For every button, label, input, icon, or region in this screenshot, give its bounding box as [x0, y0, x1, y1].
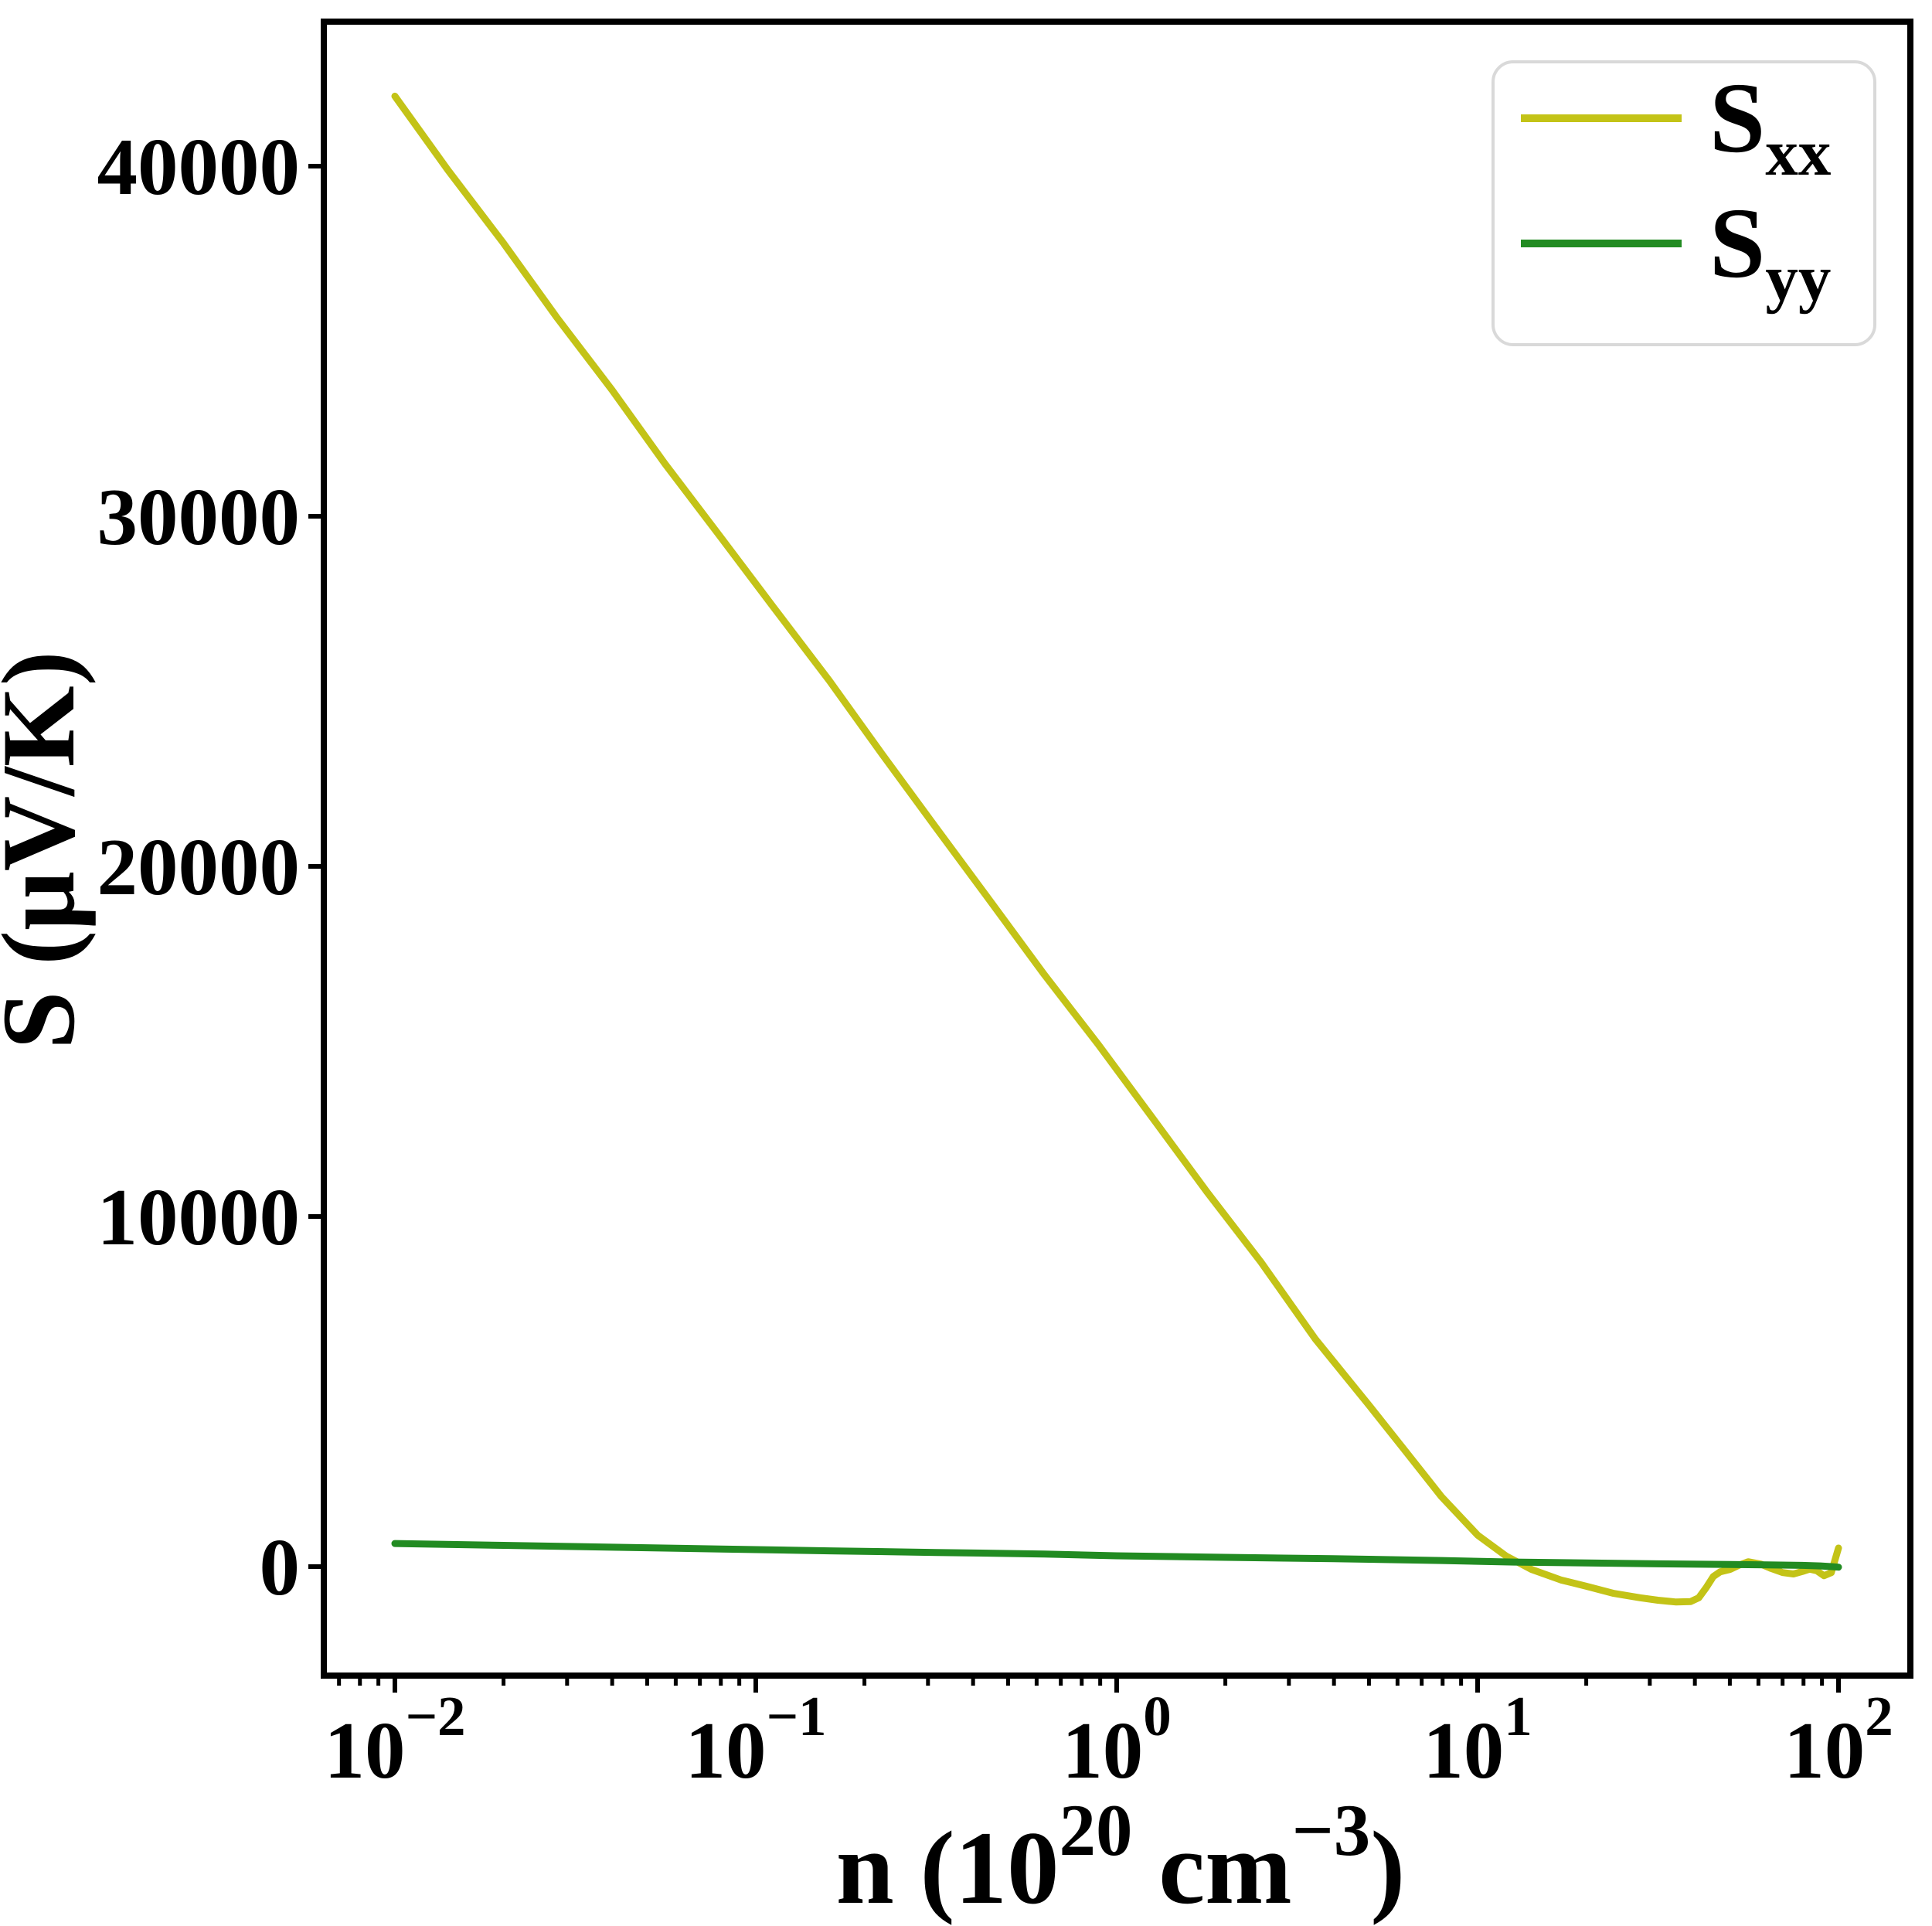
- sxx-curve: [391, 92, 1842, 1606]
- x-tick-exponent: −2: [405, 1685, 465, 1747]
- legend-label-sxx: Sxx: [1709, 63, 1832, 189]
- x-tick-exponent: −1: [766, 1685, 826, 1747]
- x-axis-label: n (1020 cm−3): [836, 1789, 1406, 1926]
- x-axis-label-part: cm: [1133, 1811, 1292, 1926]
- x-tick-base: 10: [685, 1705, 766, 1795]
- x-axis-label-part: n (10: [836, 1811, 1060, 1926]
- legend-label-base: S: [1709, 188, 1765, 299]
- legend-label-base: S: [1709, 63, 1765, 174]
- y-tick-label: 40000: [97, 121, 301, 212]
- x-axis-label-sup: −3: [1292, 1789, 1371, 1871]
- axis-ticks: [308, 164, 1841, 1693]
- y-tick-label: 30000: [97, 471, 301, 562]
- x-tick-label: 100: [1062, 1685, 1172, 1795]
- x-tick-label: 102: [1784, 1685, 1893, 1795]
- legend-label-sub: yy: [1765, 242, 1831, 315]
- legend: Sxx Syy: [1492, 60, 1876, 346]
- x-tick-exponent: 2: [1865, 1685, 1893, 1747]
- legend-label-syy: Syy: [1709, 188, 1831, 315]
- x-tick-base: 10: [1423, 1705, 1504, 1795]
- plot-spines: [321, 19, 1913, 1679]
- x-tick-base: 10: [1784, 1705, 1865, 1795]
- syy-curve: [391, 1540, 1842, 1571]
- x-tick-exponent: 0: [1143, 1685, 1172, 1747]
- x-tick-label: 101: [1423, 1685, 1532, 1795]
- x-axis-label-sup: 20: [1060, 1789, 1133, 1871]
- y-tick-label: 10000: [97, 1172, 301, 1262]
- x-tick-exponent: 1: [1504, 1685, 1532, 1747]
- x-tick-label: 10−1: [685, 1685, 826, 1795]
- y-tick-label: 0: [260, 1522, 301, 1612]
- plot-border: [321, 19, 1913, 1679]
- y-axis-label: S (μV/K): [0, 651, 97, 1049]
- legend-box: [1492, 60, 1876, 346]
- y-tick-label: 20000: [97, 822, 301, 912]
- x-tick-base: 10: [324, 1705, 405, 1795]
- x-axis-label-part: ): [1370, 1811, 1405, 1926]
- x-tick-base: 10: [1062, 1705, 1143, 1795]
- data-curves: [391, 92, 1842, 1606]
- x-tick-label: 10−2: [324, 1685, 465, 1795]
- legend-label-sub: xx: [1765, 117, 1832, 189]
